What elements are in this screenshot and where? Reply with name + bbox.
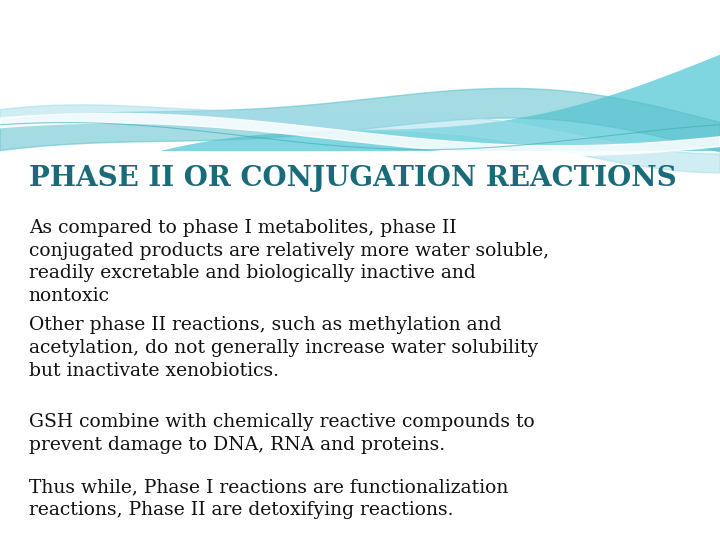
Text: As compared to phase I metabolites, phase II
conjugated products are relatively : As compared to phase I metabolites, phas… xyxy=(29,219,549,306)
Text: GSH combine with chemically reactive compounds to
prevent damage to DNA, RNA and: GSH combine with chemically reactive com… xyxy=(29,413,534,454)
Text: Thus while, Phase I reactions are functionalization
reactions, Phase II are deto: Thus while, Phase I reactions are functi… xyxy=(29,478,508,519)
Text: Other phase II reactions, such as methylation and
acetylation, do not generally : Other phase II reactions, such as methyl… xyxy=(29,316,538,380)
Text: PHASE II OR CONJUGATION REACTIONS: PHASE II OR CONJUGATION REACTIONS xyxy=(29,165,676,192)
Bar xyxy=(0,0,720,151)
